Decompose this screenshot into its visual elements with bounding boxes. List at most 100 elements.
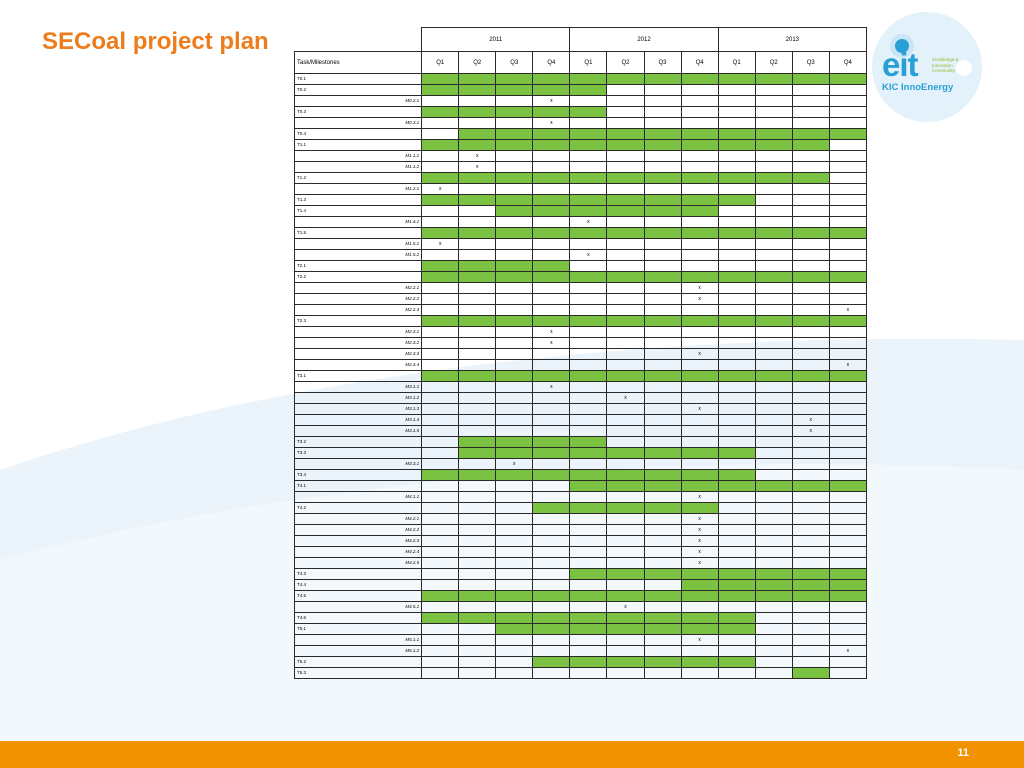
milestone-label: M3.1.2 [293, 392, 423, 404]
milestone-label: M1.5.1 [293, 238, 423, 250]
quarter-header-row: Task/Milestones Q1 Q2 Q3 Q4 Q1 Q2 Q3 Q4 … [293, 51, 868, 74]
gantt-cell [569, 117, 608, 129]
task-row: T0.1 [293, 73, 868, 85]
gantt-cell [680, 667, 719, 679]
footer-bar: 11 [0, 741, 1024, 768]
milestone-label: M1.1.1 [293, 150, 423, 162]
task-row: T3.1 [293, 370, 868, 382]
gantt-cell [643, 546, 682, 558]
gantt-bar-cell [569, 370, 608, 382]
corner-cell [294, 27, 423, 52]
gantt-bar-cell [606, 502, 645, 514]
milestone-mark-cell: x [828, 645, 868, 657]
gantt-bar-cell [421, 172, 460, 184]
gantt-bar-cell [791, 227, 830, 239]
gantt-bar-cell [828, 227, 868, 239]
gantt-cell [532, 359, 571, 371]
gantt-bar-cell [680, 623, 719, 635]
gantt-bar-cell [458, 106, 497, 118]
year-header-row: 2011 2012 2013 [294, 27, 868, 52]
gantt-cell [421, 513, 460, 525]
milestone-label: M2.2.2 [293, 293, 423, 305]
gantt-cell [606, 524, 645, 536]
gantt-cell [828, 392, 868, 404]
gantt-cell [569, 425, 608, 437]
gantt-cell [495, 502, 534, 514]
gantt-cell [569, 260, 608, 272]
quarter-header: Q3 [791, 51, 830, 74]
gantt-bar-cell [495, 260, 534, 272]
gantt-cell [643, 150, 682, 162]
gantt-bar-cell [680, 480, 719, 492]
gantt-cell [754, 634, 793, 646]
quarter-header: Q1 [569, 51, 608, 74]
gantt-cell [421, 293, 460, 305]
milestone-mark-cell: x [680, 535, 719, 547]
gantt-bar-cell [828, 480, 868, 492]
gantt-bar-cell [643, 205, 682, 217]
gantt-cell [643, 359, 682, 371]
gantt-cell [717, 414, 756, 426]
gantt-cell [532, 403, 571, 415]
gantt-cell [754, 447, 793, 459]
gantt-bar-cell [421, 612, 460, 624]
gantt-cell [828, 403, 868, 415]
gantt-cell [532, 216, 571, 228]
gantt-bar-cell [680, 139, 719, 151]
gantt-cell [828, 381, 868, 393]
milestone-row: M3.3.1 x [293, 458, 868, 470]
task-label: T1.1 [293, 139, 423, 151]
milestone-row: M3.1.1 x [293, 381, 868, 393]
task-label: T0.4 [293, 128, 423, 140]
gantt-cell [828, 491, 868, 503]
task-row: T1.2 [293, 172, 868, 184]
gantt-cell [495, 249, 534, 261]
gantt-cell [569, 579, 608, 591]
gantt-bar-cell [532, 106, 571, 118]
task-row: T4.4 [293, 579, 868, 591]
gantt-cell [606, 238, 645, 250]
quarter-header: Q3 [643, 51, 682, 74]
gantt-bar-cell [495, 370, 534, 382]
gantt-bar-cell [458, 172, 497, 184]
gantt-cell [828, 172, 868, 184]
gantt-bar-cell [754, 73, 793, 85]
gantt-bar-cell [643, 227, 682, 239]
milestone-label: M4.1.1 [293, 491, 423, 503]
gantt-bar-cell [532, 370, 571, 382]
gantt-bar-cell [458, 260, 497, 272]
milestone-mark-cell: x [421, 183, 460, 195]
gantt-bar-cell [717, 590, 756, 602]
gantt-cell [754, 601, 793, 613]
gantt-bar-cell [532, 612, 571, 624]
gantt-cell [569, 524, 608, 536]
gantt-bar-cell [643, 370, 682, 382]
gantt-cell [791, 117, 830, 129]
gantt-cell [828, 502, 868, 514]
gantt-cell [532, 645, 571, 657]
milestone-row: M3.1.5 x [293, 425, 868, 437]
gantt-cell [791, 458, 830, 470]
gantt-cell [495, 337, 534, 349]
gantt-cell [458, 634, 497, 646]
gantt-cell [828, 249, 868, 261]
gantt-cell [717, 326, 756, 338]
gantt-cell [458, 623, 497, 635]
gantt-cell [680, 359, 719, 371]
gantt-bar-cell [680, 447, 719, 459]
gantt-bar-cell [495, 172, 534, 184]
milestone-label: M2.3.4 [293, 359, 423, 371]
gantt-bar-cell [828, 370, 868, 382]
gantt-bar-cell [458, 436, 497, 448]
milestone-mark-cell: x [828, 359, 868, 371]
task-row: T0.3 [293, 106, 868, 118]
gantt-cell [680, 106, 719, 118]
gantt-cell [569, 359, 608, 371]
gantt-bar-cell [532, 84, 571, 96]
task-label: T4.2 [293, 502, 423, 514]
task-row: T2.3 [293, 315, 868, 327]
gantt-cell [495, 392, 534, 404]
gantt-cell [828, 535, 868, 547]
gantt-bar-cell [421, 260, 460, 272]
gantt-cell [495, 480, 534, 492]
